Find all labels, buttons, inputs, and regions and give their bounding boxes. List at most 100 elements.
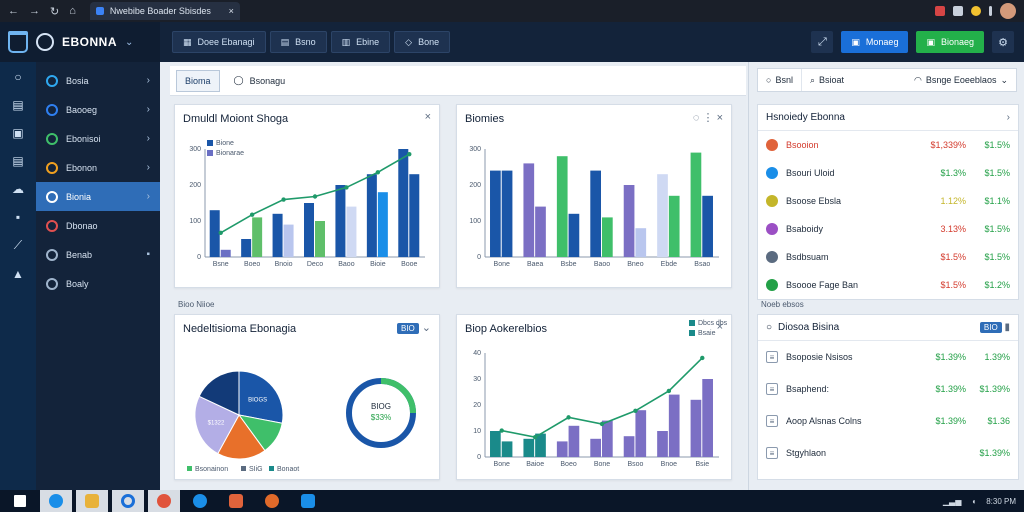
chevron-down-icon[interactable]: ⌄ [125, 36, 134, 48]
topnav-item-tags[interactable]: ◇ Bone [394, 31, 451, 53]
item-name: Bsaphend: [786, 384, 830, 394]
donut-label: BIOG [371, 402, 391, 411]
sidebar-item-dbonao[interactable]: Dbonao [36, 211, 160, 240]
x-tick-label: Bsbe [561, 261, 577, 268]
browser-tab[interactable]: Nwebibe Boader Sbisdes × [89, 2, 240, 20]
sidebar-item-bosia[interactable]: Bosia › [36, 66, 160, 95]
menu-icon[interactable] [989, 6, 992, 16]
app1-icon[interactable] [220, 490, 252, 512]
list-item[interactable]: ≡ Bsoposie Nsisos $1.39% 1.39% [758, 341, 1018, 373]
secondary-button[interactable]: ▣ Bionaeg [916, 31, 984, 53]
primary-button[interactable]: ▣ Monaeg [841, 31, 909, 53]
close-icon[interactable]: × [716, 112, 723, 124]
list-item[interactable]: ≡ Bsaphend: $1.39% $1.39% [758, 373, 1018, 405]
list-item[interactable]: Bsouri Uloid $1.3% $1.5% [758, 159, 1018, 187]
sidebar-item-boaly[interactable]: Boaly [36, 269, 160, 298]
system-tray: ▁▃▅ ◖ 8:30 PM [943, 497, 1024, 506]
upload-icon[interactable]: ▲ [12, 267, 24, 281]
sidebar-item-ebonisoi[interactable]: Ebonisoi › [36, 124, 160, 153]
sidebar-item-benab[interactable]: Benab ▪ [36, 240, 160, 269]
card-title: Dmuldl Moiont Shoga [183, 113, 289, 125]
edge-icon[interactable] [40, 490, 72, 512]
settings-icon[interactable]: ⚙ [992, 31, 1014, 53]
y-tick-label: 0 [477, 254, 481, 261]
list-icon[interactable]: ▤ [12, 98, 24, 112]
folder-icon[interactable] [76, 490, 108, 512]
menu-icon[interactable]: ▮ [1004, 322, 1010, 333]
topnav-item-files[interactable]: ▤ Bsno [269, 31, 327, 53]
search-icon: ○ [766, 75, 772, 85]
section-label: Bioo Niioe [178, 300, 215, 309]
firefox-icon[interactable] [256, 490, 288, 512]
cloud-icon[interactable]: ☁ [12, 182, 24, 196]
close-icon[interactable]: × [424, 111, 431, 123]
chrome-icon[interactable] [148, 490, 180, 512]
search-icon[interactable]: ○ [14, 70, 22, 84]
refresh-icon[interactable]: ◌ [692, 112, 700, 124]
topnav-label: Ebine [356, 37, 380, 47]
sidebar-item-icon [46, 132, 58, 145]
topnav-label: Bone [418, 37, 440, 47]
more-icon[interactable]: ⋮ [702, 112, 714, 124]
avatar[interactable] [1000, 3, 1016, 19]
list-item[interactable]: ≡ Aoop Alsnas Colns $1.39% $1.36 [758, 405, 1018, 437]
item-value-2: 1.39% [984, 352, 1010, 362]
sidebar-item-ebonon[interactable]: Ebonon › [36, 153, 160, 182]
list-item[interactable]: ≡ Stgyhlaon $1.39% [758, 437, 1018, 469]
brand[interactable]: EBONNA ⌄ [0, 22, 160, 62]
network-icon[interactable]: ▁▃▅ [942, 496, 962, 506]
file-icon[interactable]: ▪ [15, 210, 21, 224]
app2-icon[interactable] [292, 490, 324, 512]
details-card: ○ Diosoa Bisina BIO ▮ ≡ Bsoposie Nsisos $1… [757, 314, 1019, 480]
back-icon[interactable]: ← [8, 4, 19, 17]
tab-close-icon[interactable]: × [228, 6, 234, 16]
list-item[interactable]: Bsoose Ebsla 1.12% $1.1% [758, 187, 1018, 215]
bookmark-icon[interactable] [953, 6, 963, 16]
extension-icon[interactable] [935, 6, 945, 16]
filter-tab[interactable]: ○ Bsnl [758, 69, 802, 91]
reload-icon[interactable]: ↻ [50, 5, 60, 18]
link-icon[interactable]: ⟋ [13, 238, 23, 252]
y-tick-label: 300 [189, 146, 201, 153]
card-badge: BIO [396, 323, 419, 334]
right-panel: ○ Bsnl ⌕ Bsioat ◠ Bsnge Eoeeblaos ⌄ Hsnoiedy… [748, 62, 1024, 490]
topnav-item-dashboard[interactable]: ▦ Doee Ebanagi [172, 31, 266, 53]
item-value-2: $1.2% [984, 280, 1010, 290]
clock[interactable]: 8:30 PM [986, 496, 1016, 506]
tab-bioma[interactable]: Bioma [176, 69, 220, 92]
explorer-icon[interactable] [184, 490, 216, 512]
close-icon[interactable]: × [716, 321, 723, 333]
x-tick-label: Deco [307, 261, 323, 268]
expand-icon[interactable]: ⤢ [811, 31, 834, 53]
range-select[interactable]: ◠ Bsnge Eoeeblaos ⌄ [906, 75, 1016, 86]
forward-icon[interactable]: → [29, 4, 40, 17]
cortana-icon[interactable] [112, 490, 144, 512]
list-item[interactable]: Bsooion $1,339% $1.5% [758, 131, 1018, 159]
calendar-icon[interactable]: ▣ [12, 126, 24, 140]
chevron-down-icon[interactable]: ⌄ [421, 322, 431, 334]
list-item[interactable]: Bsoooe Fage Ban $1.5% $1.2% [758, 271, 1018, 299]
volume-icon[interactable]: ◖ [971, 496, 977, 506]
bar [568, 425, 580, 457]
lightbulb-icon[interactable] [971, 6, 981, 16]
sidebar-item-bionia[interactable]: Bionia › [36, 182, 160, 211]
pie-slice-label: $1322 [208, 420, 225, 426]
y-tick-label: 300 [469, 146, 481, 153]
list-item[interactable]: Bsaboidy 3.13% $1.5% [758, 215, 1018, 243]
search-tab[interactable]: ⌕ Bsioat [802, 69, 852, 91]
sidebar-item-baooeg[interactable]: Baooeg › [36, 95, 160, 124]
document-icon[interactable]: ▤ [12, 154, 24, 168]
tab-bsonagu[interactable]: ◯ Bsonagu [226, 70, 294, 92]
home-icon[interactable]: ⌂ [69, 4, 76, 17]
list-item[interactable]: Bsdbsuam $1.5% $1.5% [758, 243, 1018, 271]
chevron-right-icon[interactable]: › [1006, 112, 1010, 123]
bar [690, 399, 702, 457]
topnav-item-charts[interactable]: ▥ Ebine [330, 31, 391, 53]
card-title: Biomies [465, 113, 505, 125]
card-title: Nedeltisioma Ebonagia [183, 323, 297, 335]
windows-icon[interactable] [4, 490, 36, 512]
item-value-1: $1.39% [935, 384, 966, 394]
pie-slice [217, 414, 266, 460]
item-value-1: 3.13% [940, 224, 966, 234]
pie-slice [238, 370, 284, 424]
